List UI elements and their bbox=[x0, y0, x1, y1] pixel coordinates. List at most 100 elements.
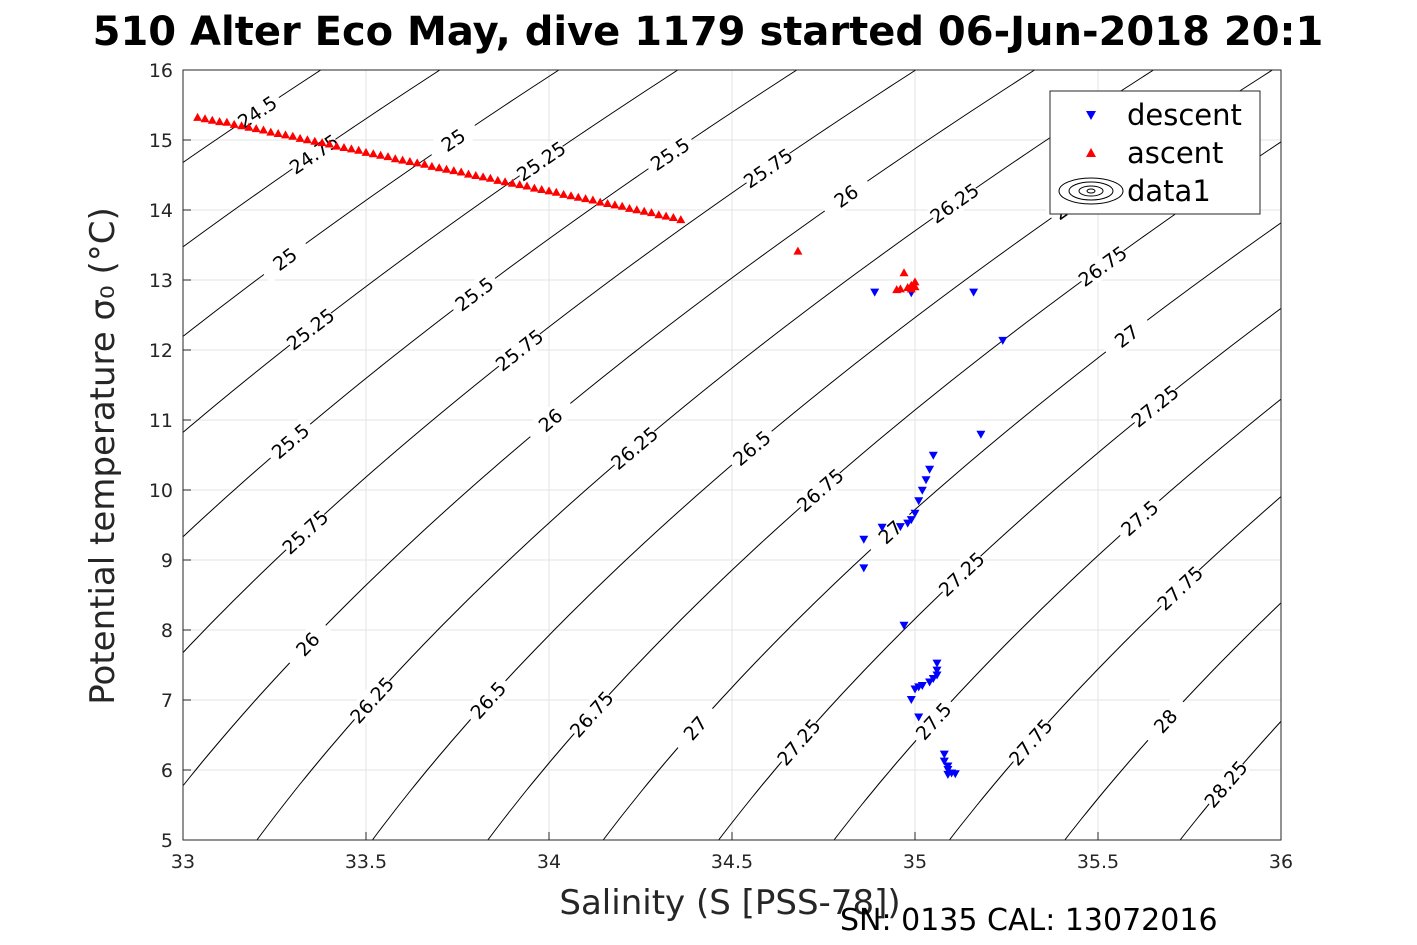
contour-line bbox=[183, 70, 560, 338]
ascent-point bbox=[376, 150, 386, 159]
ascent-point bbox=[647, 208, 656, 217]
ascent-point bbox=[324, 139, 334, 148]
ascent-point bbox=[610, 200, 620, 209]
ascent-point bbox=[906, 284, 916, 293]
ascent-point bbox=[456, 167, 466, 176]
descent-point bbox=[910, 509, 920, 518]
ascent-point bbox=[515, 180, 525, 189]
descent-point bbox=[928, 451, 938, 460]
ascent-point bbox=[259, 125, 268, 134]
ascent-point bbox=[200, 114, 210, 123]
ascent-point bbox=[595, 197, 605, 206]
descent-point bbox=[998, 336, 1008, 345]
descent-point bbox=[895, 523, 905, 532]
descent-point bbox=[932, 659, 942, 668]
descent-point bbox=[939, 750, 949, 759]
legend-ascent-marker bbox=[1086, 148, 1096, 157]
ascent-point bbox=[661, 211, 671, 220]
ascent-point bbox=[537, 185, 547, 193]
descent-point bbox=[925, 465, 935, 474]
ascent-point bbox=[639, 206, 649, 215]
descent-point bbox=[925, 678, 935, 687]
ascent-point bbox=[332, 141, 342, 150]
ascent-point bbox=[273, 129, 283, 137]
descent-point bbox=[914, 497, 924, 506]
ascent-point bbox=[251, 124, 261, 133]
ascent-point bbox=[464, 169, 473, 178]
x-tick-label: 34.5 bbox=[711, 851, 753, 873]
y-axis: 5 6 7 8 9 10 11 12 13 14 15 16 bbox=[149, 60, 191, 852]
ascent-point bbox=[566, 191, 576, 200]
ascent-point bbox=[383, 152, 393, 161]
ascent-point bbox=[603, 199, 613, 207]
descent-point bbox=[914, 713, 924, 722]
descent-point bbox=[914, 683, 924, 692]
descent-point bbox=[859, 564, 869, 573]
ascent-point bbox=[222, 117, 232, 126]
chart-title: 510 Alter Eco May, dive 1179 started 06-… bbox=[93, 9, 1324, 55]
ascent-point bbox=[244, 122, 254, 131]
legend-ascent-label: ascent bbox=[1127, 136, 1223, 170]
ascent-point bbox=[354, 145, 364, 154]
y-tick-label: 5 bbox=[161, 830, 173, 852]
ascent-point bbox=[493, 175, 503, 184]
contour-line bbox=[183, 70, 441, 248]
ascent-point bbox=[485, 173, 495, 182]
ascent-point bbox=[625, 203, 634, 212]
ascent-point bbox=[892, 285, 902, 294]
y-tick-label: 13 bbox=[149, 270, 173, 292]
legend-descent-label: descent bbox=[1127, 98, 1242, 132]
ascent-point bbox=[632, 205, 642, 214]
ascent-point bbox=[302, 135, 312, 144]
x-tick-label: 33.5 bbox=[345, 851, 387, 873]
x-tick-label: 34 bbox=[537, 851, 561, 873]
y-tick-label: 9 bbox=[161, 550, 173, 572]
ascent-point bbox=[500, 177, 510, 186]
y-tick-label: 16 bbox=[149, 60, 173, 82]
legend: descent ascent data1 bbox=[1049, 90, 1261, 215]
legend-data1-label: data1 bbox=[1127, 174, 1211, 208]
x-tick-label: 35 bbox=[903, 851, 927, 873]
ascent-point bbox=[581, 194, 591, 203]
ascent-point bbox=[617, 201, 627, 210]
ascent-point bbox=[266, 127, 276, 136]
ascent-point bbox=[899, 268, 909, 277]
grid bbox=[183, 70, 1281, 840]
descent-point bbox=[906, 696, 916, 704]
x-tick-label: 33 bbox=[171, 851, 195, 873]
x-tick-label: 35.5 bbox=[1077, 851, 1119, 873]
ascent-point bbox=[398, 155, 408, 164]
ascent-point bbox=[215, 117, 225, 126]
ascent-point bbox=[522, 181, 532, 190]
ascent-point bbox=[588, 195, 598, 204]
contour-line bbox=[183, 70, 1036, 787]
y-tick-label: 6 bbox=[161, 760, 173, 782]
ascent-point bbox=[412, 158, 422, 167]
ascent-point bbox=[449, 166, 459, 175]
descent-point bbox=[899, 621, 909, 630]
descent-point bbox=[969, 288, 979, 297]
contour-line bbox=[1179, 720, 1281, 840]
legend-box bbox=[1049, 90, 1261, 215]
descent-point bbox=[859, 535, 869, 544]
ascent-point bbox=[346, 144, 356, 153]
descent-point bbox=[921, 476, 931, 485]
ascent-point bbox=[434, 163, 444, 172]
ascent-point bbox=[339, 143, 349, 151]
descent-point bbox=[932, 666, 942, 675]
y-tick-label: 8 bbox=[161, 620, 173, 642]
ascent-point bbox=[361, 147, 371, 156]
ascent-point bbox=[368, 149, 378, 158]
y-axis-label: Potential temperature σ₀ (°C) bbox=[83, 207, 123, 705]
ascent-point bbox=[507, 178, 517, 187]
descent-point bbox=[910, 685, 920, 694]
ascent-point bbox=[405, 157, 415, 165]
descent-point bbox=[976, 430, 986, 439]
descent-point bbox=[917, 486, 927, 495]
ascent-point bbox=[310, 136, 320, 145]
ascent-point bbox=[288, 131, 298, 140]
footer-serial-cal: SN: 0135 CAL: 13072016 bbox=[840, 903, 1218, 938]
ascent-point bbox=[281, 130, 290, 139]
ascent-point bbox=[420, 159, 430, 168]
